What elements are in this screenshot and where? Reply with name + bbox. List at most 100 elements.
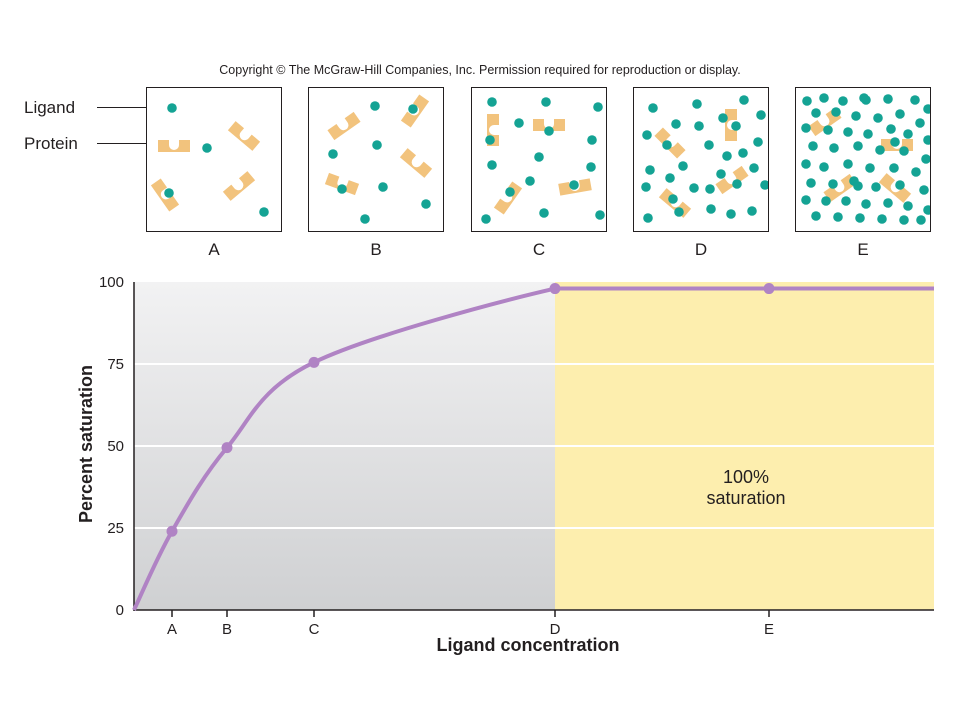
- panel-b-ligand-6: [337, 184, 347, 194]
- x-tick-label-c: C: [309, 621, 320, 638]
- panel-d-ligand-2: [692, 99, 702, 109]
- panel-d: [633, 87, 769, 232]
- panel-d-ligand-4: [671, 119, 681, 129]
- copyright-notice: Copyright © The McGraw-Hill Companies, I…: [219, 63, 741, 77]
- panel-e-ligand-9: [831, 107, 841, 117]
- panel-e-ligand-53: [890, 137, 900, 147]
- panel-d-ligand-7: [756, 110, 766, 120]
- panel-d-ligand-15: [716, 169, 726, 179]
- panel-b: [308, 87, 444, 232]
- panel-d-ligand-29: [694, 121, 704, 131]
- panel-e-ligand-31: [889, 163, 899, 173]
- panel-e-ligand-42: [861, 199, 871, 209]
- panel-e-ligand-32: [911, 167, 921, 177]
- panel-c-ligand-1: [487, 97, 497, 107]
- panel-e-ligand-43: [883, 198, 893, 208]
- panel-c-ligand-15: [595, 210, 605, 220]
- panel-c-protein-3: [493, 181, 523, 215]
- panel-a-protein-3: [150, 178, 180, 212]
- panel-c-ligand-9: [586, 162, 596, 172]
- panel-e-ligand-3: [838, 96, 848, 106]
- x-axis-title: Ligand concentration: [436, 635, 619, 655]
- panel-e-ligand-33: [806, 178, 816, 188]
- x-tick-label-d: D: [550, 621, 561, 638]
- panel-e-ligand-23: [853, 141, 863, 151]
- panel-e-ligand-47: [833, 212, 843, 222]
- x-tick-label-a: A: [167, 621, 177, 638]
- panel-d-ligand-28: [738, 148, 748, 158]
- panel-e-ligand-50: [899, 215, 909, 225]
- panel-d-ligand-21: [760, 180, 768, 190]
- panel-e-ligand-39: [801, 195, 811, 205]
- panel-e-ligand-15: [823, 125, 833, 135]
- panel-d-ligand-25: [747, 206, 757, 216]
- panel-a-ligand-3: [259, 207, 269, 217]
- panel-b-ligand-2: [408, 104, 418, 114]
- panel-c-ligand-11: [525, 176, 535, 186]
- panel-a-ligand-2: [202, 143, 212, 153]
- panel-a-protein-1: [158, 140, 190, 152]
- panel-e-ligand-2: [819, 93, 829, 103]
- panel-e-ligand-16: [843, 127, 853, 137]
- panel-e-ligand-27: [801, 159, 811, 169]
- panel-b-ligand-5: [378, 182, 388, 192]
- panel-a-ligand-4: [164, 188, 174, 198]
- panel-e-ligand-28: [819, 162, 829, 172]
- panel-d-ligand-24: [726, 209, 736, 219]
- panel-d-ligand-10: [704, 140, 714, 150]
- panel-e-drawing: [801, 93, 930, 225]
- panel-c-protein-4: [558, 178, 592, 196]
- panel-b-drawing: [324, 94, 433, 224]
- ligand-leader-line: [97, 107, 165, 108]
- panel-a-protein-4: [222, 171, 256, 201]
- panel-e-ligand-54: [853, 181, 863, 191]
- panel-e-ligand-26: [921, 154, 930, 164]
- panel-e-protein-4: [878, 173, 912, 203]
- panel-c-drawing: [481, 97, 605, 224]
- panel-c-label: C: [532, 240, 546, 259]
- panel-e-ligand-30: [865, 163, 875, 173]
- panel-b-ligand-8: [421, 199, 431, 209]
- panel-c-ligand-7: [534, 152, 544, 162]
- panel-b-protein-3: [399, 148, 433, 178]
- panel-e-ligand-45: [923, 205, 930, 215]
- panel-a: [146, 87, 282, 232]
- panel-c-ligand-5: [544, 126, 554, 136]
- saturation-curve: [132, 286, 934, 611]
- protein-label: Protein: [24, 134, 78, 153]
- panel-e-ligand-5: [883, 94, 893, 104]
- panel-c-ligand-13: [505, 187, 515, 197]
- panel-a-label: A: [208, 240, 220, 259]
- panel-a-drawing: [150, 103, 269, 217]
- panel-c-ligand-3: [593, 102, 603, 112]
- panel-d-ligand-23: [706, 204, 716, 214]
- panel-e-ligand-21: [808, 141, 818, 151]
- panel-d-ligand-11: [722, 151, 732, 161]
- panel-e-ligand-14: [801, 123, 811, 133]
- panel-d-drawing: [641, 95, 768, 223]
- panel-e-ligand-25: [899, 146, 909, 156]
- panel-d-ligand-3: [739, 95, 749, 105]
- panel-b-protein-2: [400, 94, 430, 128]
- panel-e-ligand-18: [886, 124, 896, 134]
- panel-e-ligand-13: [915, 118, 925, 128]
- panel-d-ligand-20: [732, 179, 742, 189]
- panel-e-label: E: [857, 240, 869, 259]
- panel-d-ligand-22: [674, 207, 684, 217]
- panel-c-ligand-8: [587, 135, 597, 145]
- panel-e-ligand-49: [877, 214, 887, 224]
- panel-d-ligand-19: [705, 184, 715, 194]
- panel-d-protein-3: [715, 165, 749, 195]
- panel-d-ligand-13: [645, 165, 655, 175]
- panel-b-ligand-1: [370, 101, 380, 111]
- panel-e-ligand-38: [919, 185, 929, 195]
- y-tick-label-100: 100: [99, 274, 124, 291]
- panel-d-ligand-14: [678, 161, 688, 171]
- panel-e-ligand-24: [875, 145, 885, 155]
- panel-e: [795, 87, 931, 232]
- panel-b-ligand-3: [328, 149, 338, 159]
- panel-e-ligand-48: [855, 213, 865, 223]
- panel-e-ligand-22: [829, 143, 839, 153]
- panel-e-ligand-41: [841, 196, 851, 206]
